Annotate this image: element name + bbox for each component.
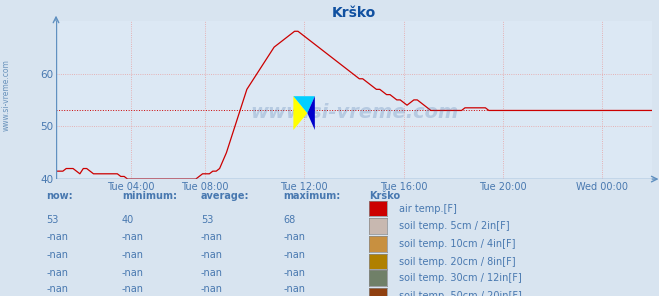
Text: -nan: -nan bbox=[283, 284, 305, 294]
Text: soil temp. 10cm / 4in[F]: soil temp. 10cm / 4in[F] bbox=[399, 239, 515, 249]
Text: 40: 40 bbox=[122, 215, 134, 225]
Text: -nan: -nan bbox=[283, 232, 305, 242]
Text: soil temp. 5cm / 2in[F]: soil temp. 5cm / 2in[F] bbox=[399, 221, 509, 231]
Text: -nan: -nan bbox=[122, 268, 144, 278]
Text: -nan: -nan bbox=[46, 268, 68, 278]
Polygon shape bbox=[293, 96, 307, 130]
Text: -nan: -nan bbox=[122, 284, 144, 294]
Text: -nan: -nan bbox=[283, 250, 305, 260]
Text: 53: 53 bbox=[46, 215, 59, 225]
Text: www.si-vreme.com: www.si-vreme.com bbox=[250, 103, 459, 122]
Text: -nan: -nan bbox=[201, 232, 223, 242]
Text: www.si-vreme.com: www.si-vreme.com bbox=[2, 59, 11, 131]
Text: -nan: -nan bbox=[46, 250, 68, 260]
Polygon shape bbox=[293, 96, 315, 113]
Text: 68: 68 bbox=[283, 215, 296, 225]
Text: -nan: -nan bbox=[201, 284, 223, 294]
Text: -nan: -nan bbox=[46, 232, 68, 242]
Text: average:: average: bbox=[201, 191, 250, 201]
Text: -nan: -nan bbox=[122, 250, 144, 260]
Text: now:: now: bbox=[46, 191, 72, 201]
Text: -nan: -nan bbox=[201, 250, 223, 260]
Text: -nan: -nan bbox=[283, 268, 305, 278]
Text: soil temp. 20cm / 8in[F]: soil temp. 20cm / 8in[F] bbox=[399, 257, 515, 267]
Text: 53: 53 bbox=[201, 215, 214, 225]
Text: soil temp. 30cm / 12in[F]: soil temp. 30cm / 12in[F] bbox=[399, 273, 521, 283]
Text: -nan: -nan bbox=[201, 268, 223, 278]
Text: -nan: -nan bbox=[122, 232, 144, 242]
Text: soil temp. 50cm / 20in[F]: soil temp. 50cm / 20in[F] bbox=[399, 291, 521, 296]
Text: -nan: -nan bbox=[46, 284, 68, 294]
Text: air temp.[F]: air temp.[F] bbox=[399, 204, 457, 214]
Text: minimum:: minimum: bbox=[122, 191, 177, 201]
Polygon shape bbox=[307, 96, 315, 130]
Text: Krško: Krško bbox=[369, 191, 400, 201]
Title: Krško: Krško bbox=[332, 6, 376, 20]
Text: maximum:: maximum: bbox=[283, 191, 341, 201]
